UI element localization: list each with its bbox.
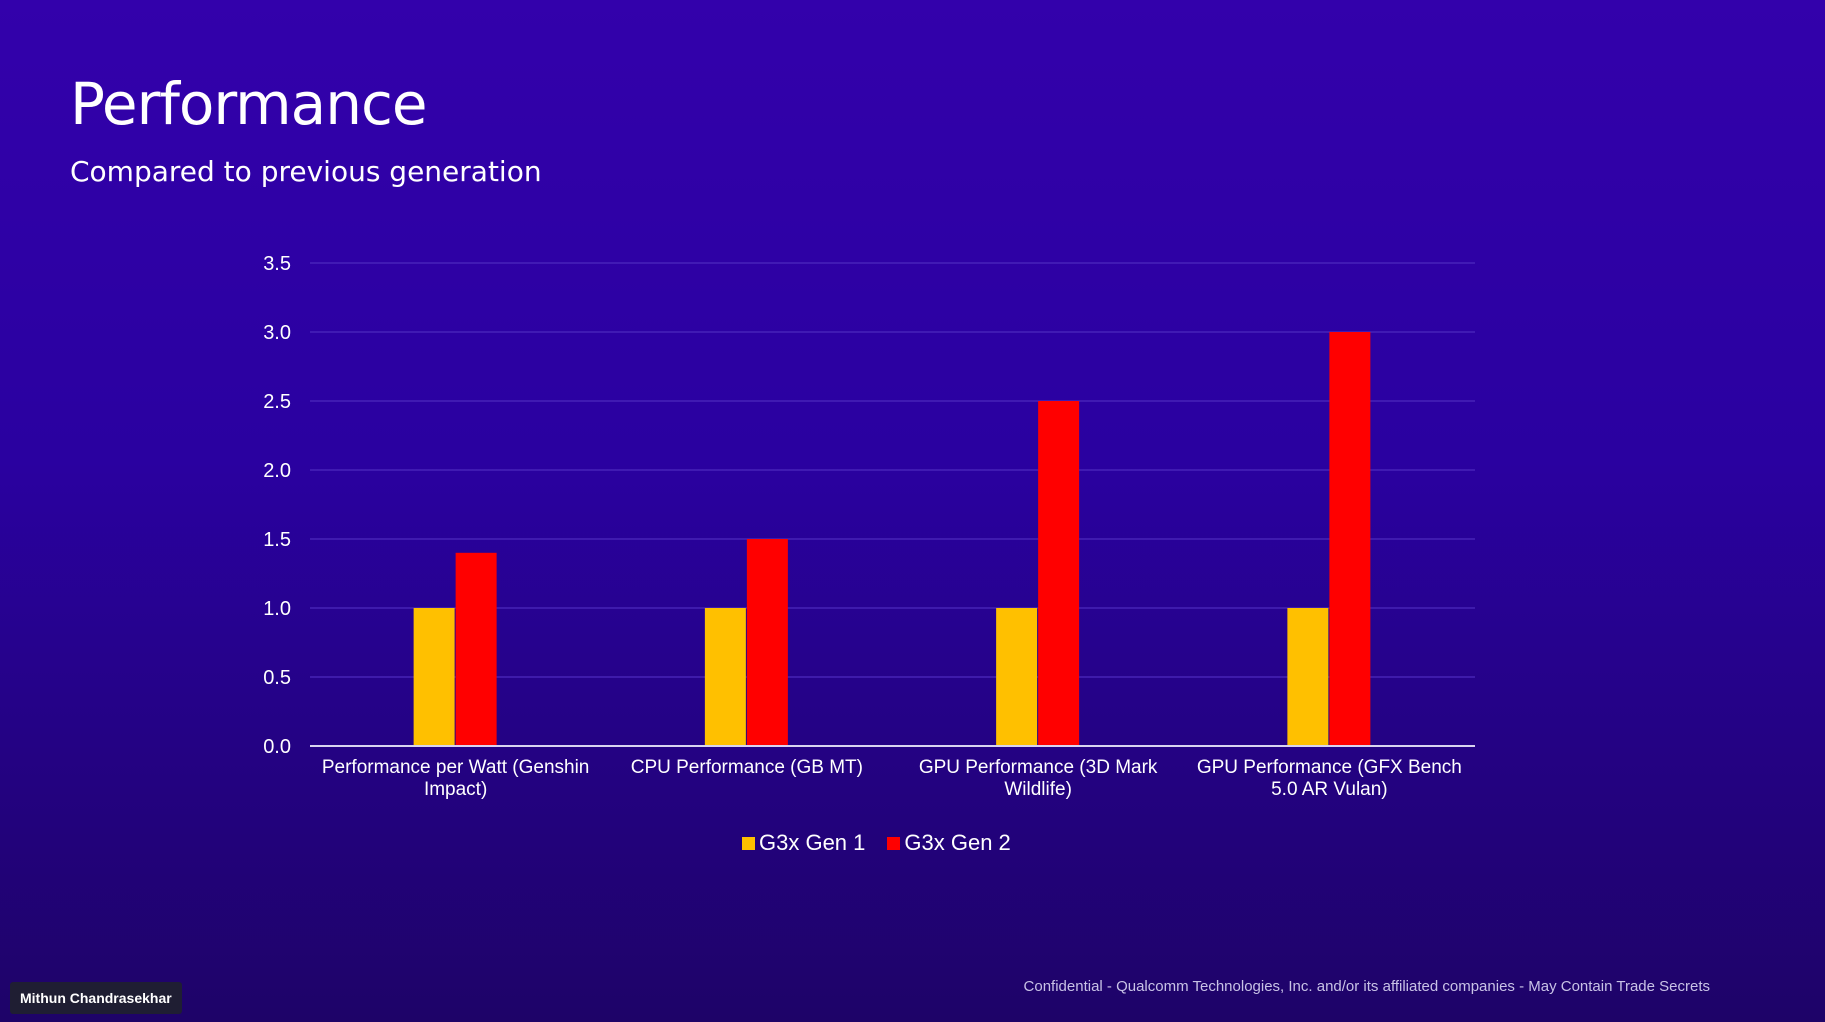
legend-swatch-g3x-gen-1 — [742, 836, 755, 850]
legend-label-g3x-gen-2: G3x Gen 2 — [904, 830, 1011, 855]
y-tick-label: 3.5 — [263, 253, 291, 275]
bar-g3x-gen-1-2 — [996, 608, 1038, 746]
slide-title: Performance — [70, 70, 428, 138]
x-category-label: GPU Performance (GFX Bench 5.0 AR Vulan) — [1196, 757, 1462, 800]
legend-item-g3x-gen-2: G3x Gen 2 — [887, 830, 1011, 856]
bar-g3x-gen-1-0 — [413, 608, 455, 746]
bar-g3x-gen-1-1 — [704, 608, 746, 746]
x-category-label: CPU Performance (GB MT) — [630, 757, 863, 778]
bar-g3x-gen-1-3 — [1287, 608, 1329, 746]
chart-gridlines — [310, 262, 1475, 678]
y-tick-label: 2.0 — [263, 460, 291, 482]
confidential-notice: Confidential - Qualcomm Technologies, In… — [1023, 978, 1710, 995]
y-tick-label: 0.0 — [263, 736, 291, 758]
legend-swatch-g3x-gen-2 — [887, 836, 901, 850]
legend-label-g3x-gen-1: G3x Gen 1 — [759, 830, 866, 855]
bar-g3x-gen-2-1 — [746, 539, 788, 746]
y-axis-tick-labels: 0.0 0.5 1.0 1.5 2.0 2.5 3.0 3.5 — [263, 253, 291, 758]
chart-legend: G3x Gen 1 G3x Gen 2 — [742, 830, 1011, 856]
bar-g3x-gen-2-3 — [1329, 332, 1371, 746]
chart-bars — [413, 332, 1371, 746]
x-category-label: Performance per Watt (Genshin Impact) — [321, 757, 590, 800]
y-tick-label: 1.0 — [263, 598, 291, 620]
presenter-name-tag: Mithun Chandrasekhar — [10, 982, 182, 1014]
y-tick-label: 2.5 — [263, 391, 291, 413]
bar-g3x-gen-2-2 — [1038, 401, 1080, 746]
legend-item-g3x-gen-1: G3x Gen 1 — [742, 830, 865, 856]
slide-subtitle: Compared to previous generation — [70, 155, 542, 188]
y-tick-label: 0.5 — [263, 667, 291, 689]
x-category-label: GPU Performance (3D Mark Wildlife) — [918, 757, 1158, 800]
y-tick-label: 3.0 — [263, 322, 291, 344]
bar-g3x-gen-2-0 — [455, 552, 497, 746]
y-tick-label: 1.5 — [263, 529, 291, 551]
